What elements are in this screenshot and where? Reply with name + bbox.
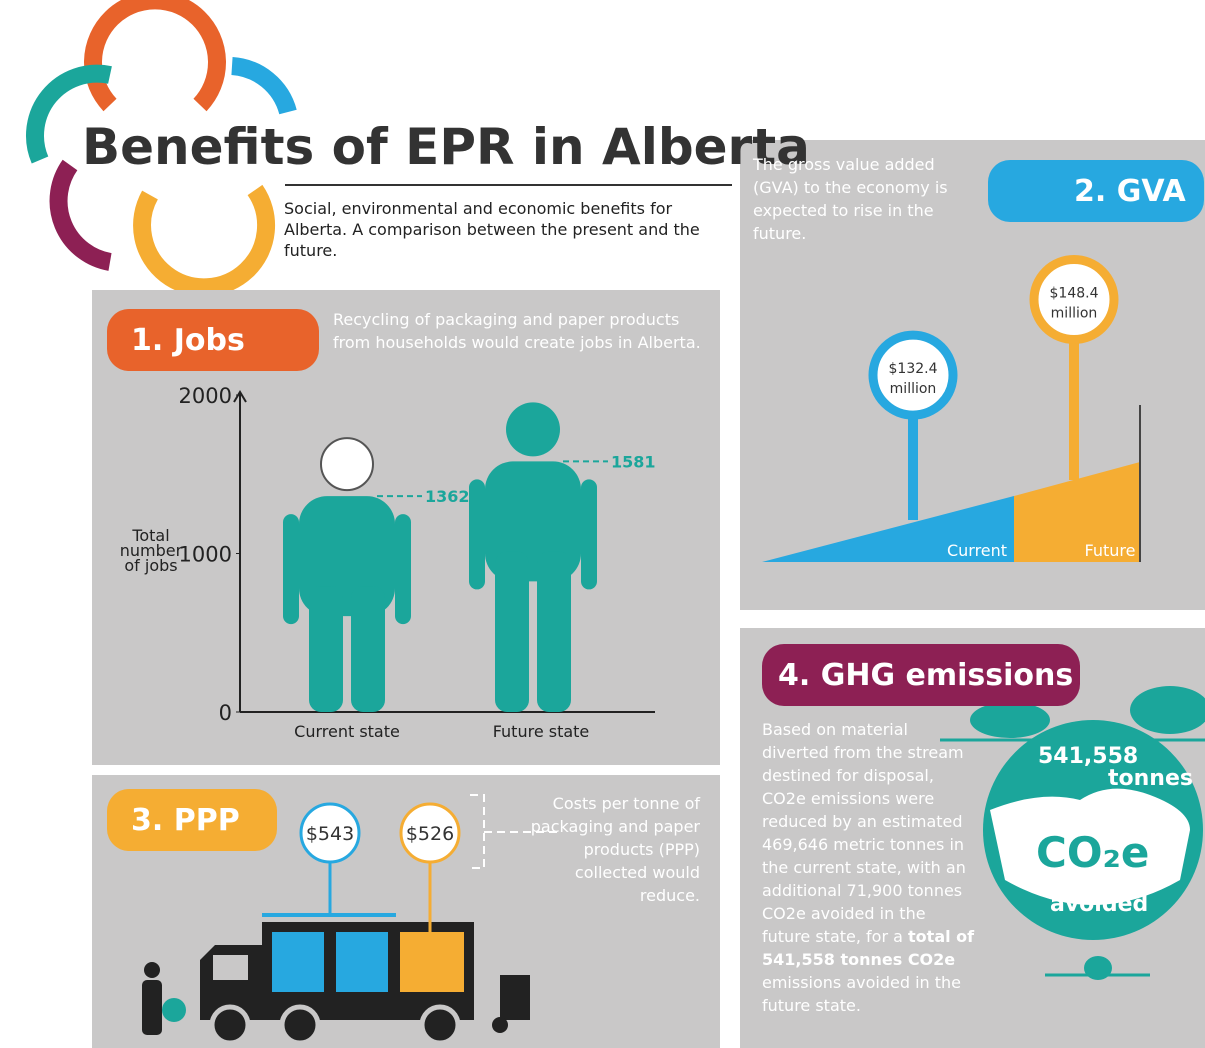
value-label: 1581	[611, 452, 656, 471]
gva-description: The gross value added (GVA) to the econo…	[753, 155, 948, 243]
gva-heading: 2. GVA	[988, 160, 1204, 222]
ghg-text: emissions avoided in the future state.	[762, 973, 962, 1015]
value-label: $148.4 million	[1050, 286, 1099, 322]
category-label: Future	[1085, 541, 1136, 560]
ppp-description: Costs per tonne of packaging and paper p…	[530, 794, 700, 905]
jobs-heading: 1. Jobs	[107, 309, 319, 371]
truck	[142, 794, 560, 1046]
leg	[309, 586, 343, 712]
leg	[495, 551, 529, 712]
label-line: million	[890, 381, 937, 397]
y-tick-label: 0	[219, 701, 232, 725]
value-label: $543	[306, 823, 354, 845]
head	[506, 402, 560, 457]
person	[283, 437, 411, 712]
y-tick-label: 2000	[179, 384, 232, 408]
bubble	[1029, 255, 1119, 345]
y-tick-label: 1000	[179, 543, 232, 567]
value-label: $132.4 million	[889, 361, 938, 397]
x-tick-label: Current state	[294, 722, 400, 741]
bubble	[399, 802, 461, 864]
title: Benefits of EPR in Alberta	[82, 118, 810, 176]
y-axis-label: Total number of jobs	[119, 526, 183, 575]
x-tick-label: Future state	[493, 722, 590, 741]
person	[469, 402, 597, 712]
logo	[26, 0, 297, 297]
arm	[395, 514, 411, 625]
arm	[283, 514, 299, 625]
badge-amount: 541,558	[1038, 744, 1139, 769]
badge-unit: tonnes	[1108, 766, 1193, 791]
co2-badge	[940, 686, 1205, 980]
badge-gas: CO₂e	[1036, 828, 1150, 877]
bubble	[299, 802, 361, 864]
subtitle: Social, environmental and economic benef…	[284, 199, 700, 260]
leg	[537, 551, 571, 712]
ghg-description: Based on material diverted from the stre…	[762, 718, 977, 1017]
value-label: 1362	[425, 487, 470, 506]
value-label: $526	[406, 823, 454, 845]
arm	[581, 479, 597, 590]
leg	[351, 586, 385, 712]
gva-ramp-current	[762, 496, 1014, 562]
head	[320, 437, 374, 492]
label-line: million	[1051, 306, 1098, 322]
gva-ramp-future	[1014, 462, 1140, 562]
ppp-heading: 3. PPP	[107, 789, 277, 851]
jobs-description: Recycling of packaging and paper product…	[333, 310, 701, 352]
arm	[469, 479, 485, 590]
label-line: $148.4	[1050, 286, 1099, 302]
badge-note: avoided	[1050, 892, 1149, 917]
label-line: $132.4	[889, 361, 938, 377]
category-label: Current	[947, 541, 1007, 560]
ghg-text: Based on material diverted from the stre…	[762, 720, 966, 946]
axis-arrow	[233, 390, 247, 403]
bubble	[868, 330, 958, 420]
ghg-highlight: total of 541,558 tonnes CO2e	[762, 927, 975, 969]
ghg-heading: 4. GHG emissions	[762, 644, 1080, 706]
